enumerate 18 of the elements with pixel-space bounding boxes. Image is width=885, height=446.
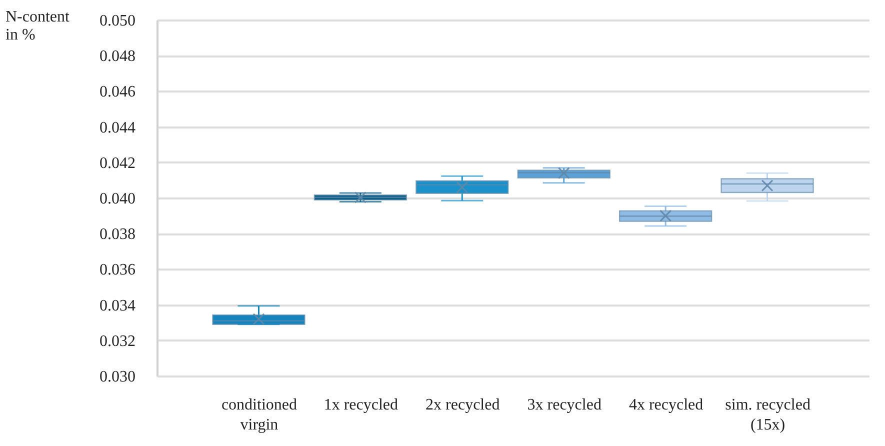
y-tick-label: 0.044 [100, 119, 136, 136]
x-tick-label: conditioned virgin [221, 396, 297, 434]
y-tick-label: 0.034 [100, 297, 136, 314]
y-tick-label: 0.038 [100, 226, 136, 244]
y-tick-label: 0.046 [100, 84, 136, 101]
y-tick-label: 0.042 [100, 154, 136, 172]
x-tick-label: 3x recycled [527, 396, 602, 414]
y-tick-label: 0.030 [100, 368, 136, 386]
y-tick-label: 0.036 [100, 262, 136, 279]
y-axis-title: N-content in % [6, 8, 70, 44]
x-tick-label: 2x recycled [426, 396, 500, 414]
y-tick-label: 0.040 [100, 190, 136, 208]
y-tick-label: 0.048 [100, 48, 136, 66]
x-tick-label: sim. recycled (15x) [725, 396, 810, 434]
y-tick-label: 0.050 [100, 12, 136, 30]
y-tick-label: 0.032 [100, 332, 136, 350]
x-tick-label: 1x recycled [324, 396, 398, 414]
x-tick-label: 4x recycled [628, 396, 704, 414]
